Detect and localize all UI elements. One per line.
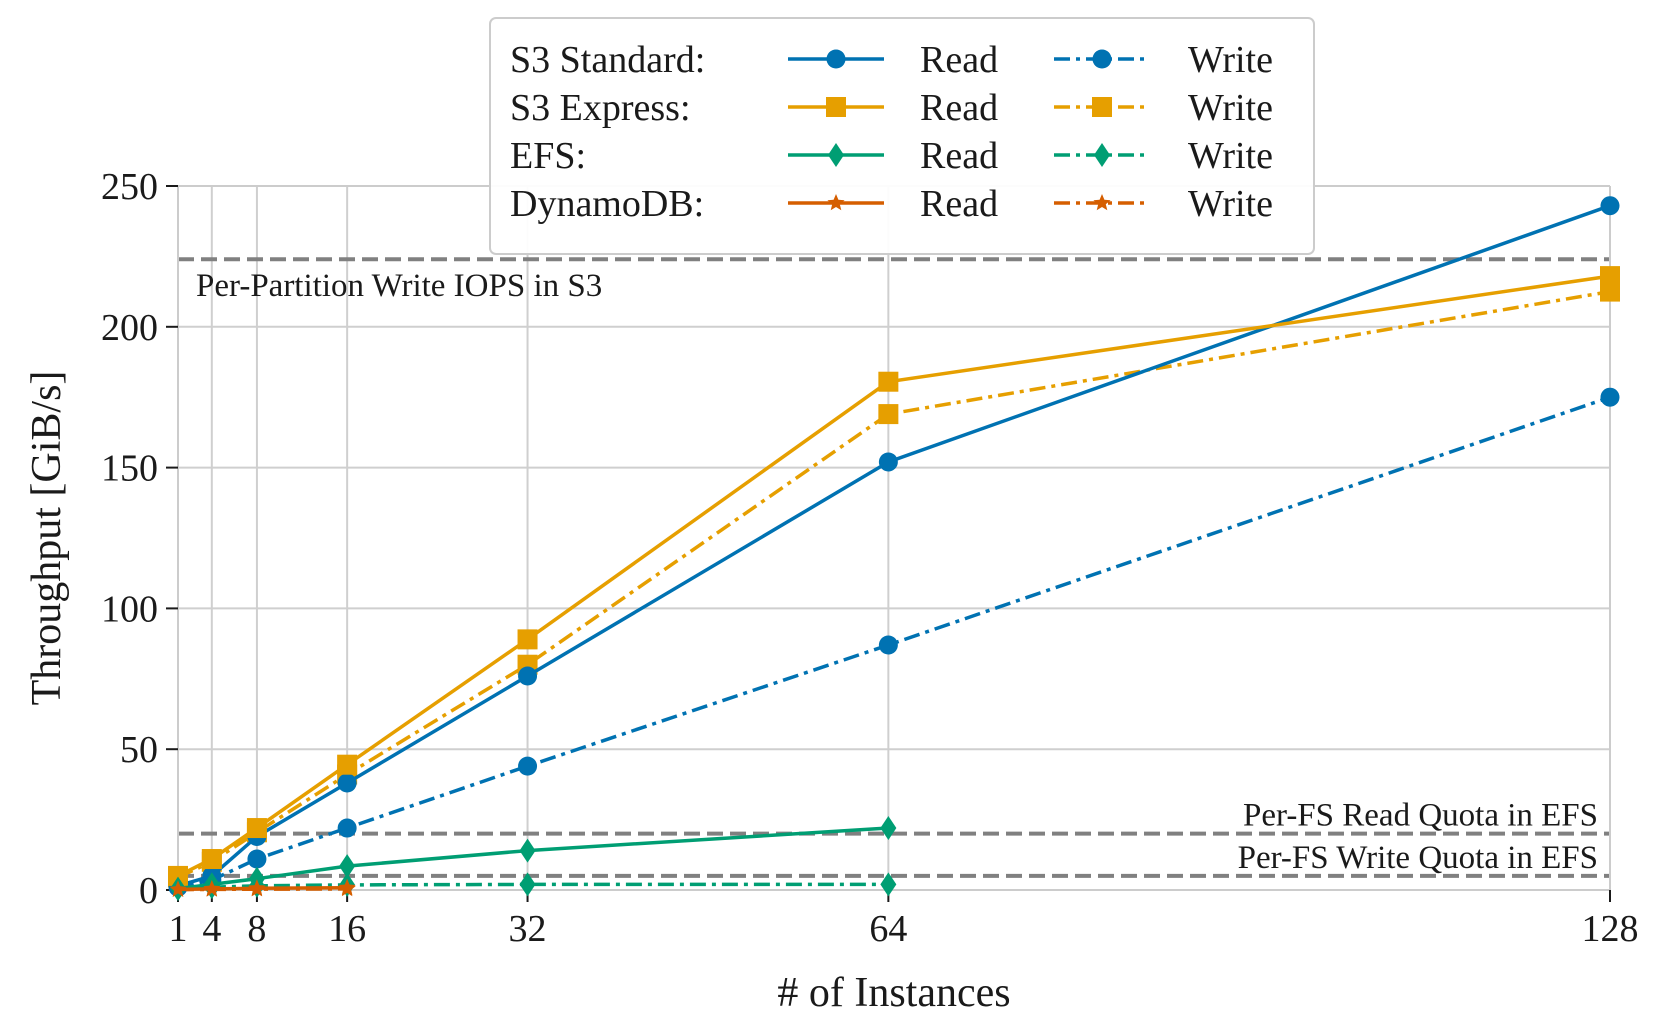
legend-row-label: EFS: bbox=[510, 135, 586, 177]
data-point bbox=[1600, 196, 1620, 216]
data-point bbox=[880, 872, 897, 897]
y-tick-label: 50 bbox=[120, 729, 158, 771]
x-tick-label: 1 bbox=[169, 908, 188, 950]
data-point bbox=[518, 756, 538, 776]
data-point bbox=[246, 818, 267, 839]
data-point bbox=[517, 629, 538, 650]
reference-line-label: Per-Partition Write IOPS in S3 bbox=[196, 268, 602, 304]
data-point bbox=[828, 143, 844, 167]
legend-row-label: S3 Express: bbox=[510, 87, 691, 129]
data-point bbox=[827, 194, 845, 211]
data-point bbox=[878, 404, 899, 425]
labels: Per-Partition Write IOPS in S3 Per-FS Rea… bbox=[196, 268, 1598, 876]
legend-row-label: S3 Standard: bbox=[510, 39, 705, 81]
data-point bbox=[826, 49, 846, 69]
x-axis-title: # of Instances bbox=[777, 970, 1010, 1016]
legend-read-label: Read bbox=[920, 87, 998, 129]
legend-write-label: Write bbox=[1188, 135, 1273, 177]
legend-read-label: Read bbox=[920, 183, 998, 225]
x-tick-label: 32 bbox=[509, 908, 547, 950]
data-point bbox=[169, 880, 187, 897]
data-point bbox=[1600, 281, 1620, 302]
legend-write-label: Write bbox=[1188, 183, 1273, 225]
series-s3-express-read bbox=[168, 266, 1620, 886]
data-point bbox=[201, 849, 222, 870]
y-tick-label: 200 bbox=[101, 307, 158, 349]
series-line bbox=[177, 885, 348, 892]
legend: S3 Standard: Read Write S3 Express: Read Writ… bbox=[489, 17, 1315, 255]
series-line bbox=[177, 274, 1611, 878]
y-tick-label: 250 bbox=[101, 166, 158, 208]
y-tick-label: 0 bbox=[139, 870, 158, 912]
legend-read-label: Read bbox=[920, 135, 998, 177]
series-line bbox=[177, 826, 889, 891]
legend-row-label: DynamoDB: bbox=[510, 183, 704, 225]
data-point bbox=[1600, 387, 1620, 407]
legend-read-label: Read bbox=[920, 39, 998, 81]
data-point bbox=[339, 854, 356, 879]
reference-lines bbox=[178, 257, 1610, 878]
data-point bbox=[248, 879, 266, 896]
data-point bbox=[519, 838, 536, 863]
y-tick-label: 100 bbox=[101, 588, 158, 630]
x-tick-label: 16 bbox=[328, 908, 366, 950]
data-point bbox=[519, 872, 536, 897]
data-point bbox=[1092, 49, 1112, 69]
data-point bbox=[248, 866, 265, 891]
data-point bbox=[338, 878, 356, 895]
series-line bbox=[177, 882, 889, 891]
data-point bbox=[826, 97, 846, 117]
x-tick-label: 8 bbox=[247, 908, 266, 950]
data-point bbox=[337, 773, 357, 793]
data-point bbox=[337, 818, 357, 838]
y-axis-title: Throughput [GiB/s] bbox=[24, 371, 70, 706]
data-point bbox=[1600, 266, 1620, 287]
data-point bbox=[878, 371, 899, 392]
data-point bbox=[518, 666, 538, 686]
data-point bbox=[337, 754, 358, 775]
reference-line-label: Per-FS Write Quota in EFS bbox=[1238, 840, 1598, 876]
x-tick-label: 128 bbox=[1582, 908, 1639, 950]
axes: 0 50 100 150 200 250 1 4 8 16 32 64 128 # of Instance… bbox=[24, 166, 1639, 1016]
data-point bbox=[1094, 143, 1110, 167]
data-point bbox=[878, 452, 898, 472]
legend-box bbox=[489, 17, 1315, 255]
data-point bbox=[880, 816, 897, 841]
x-tick-label: 4 bbox=[202, 908, 221, 950]
legend-write-label: Write bbox=[1188, 39, 1273, 81]
series-dynamodb-read bbox=[169, 878, 356, 897]
data-point bbox=[168, 865, 188, 886]
data-point bbox=[247, 849, 267, 869]
data-point bbox=[1092, 97, 1112, 117]
reference-line-label: Per-FS Read Quota in EFS bbox=[1243, 798, 1598, 834]
data-point bbox=[203, 879, 221, 897]
data-point bbox=[878, 635, 898, 655]
data-point bbox=[1093, 194, 1111, 211]
x-tick-label: 64 bbox=[869, 908, 907, 950]
series bbox=[168, 196, 1620, 902]
legend-write-label: Write bbox=[1188, 87, 1273, 129]
y-tick-label: 150 bbox=[101, 448, 158, 490]
